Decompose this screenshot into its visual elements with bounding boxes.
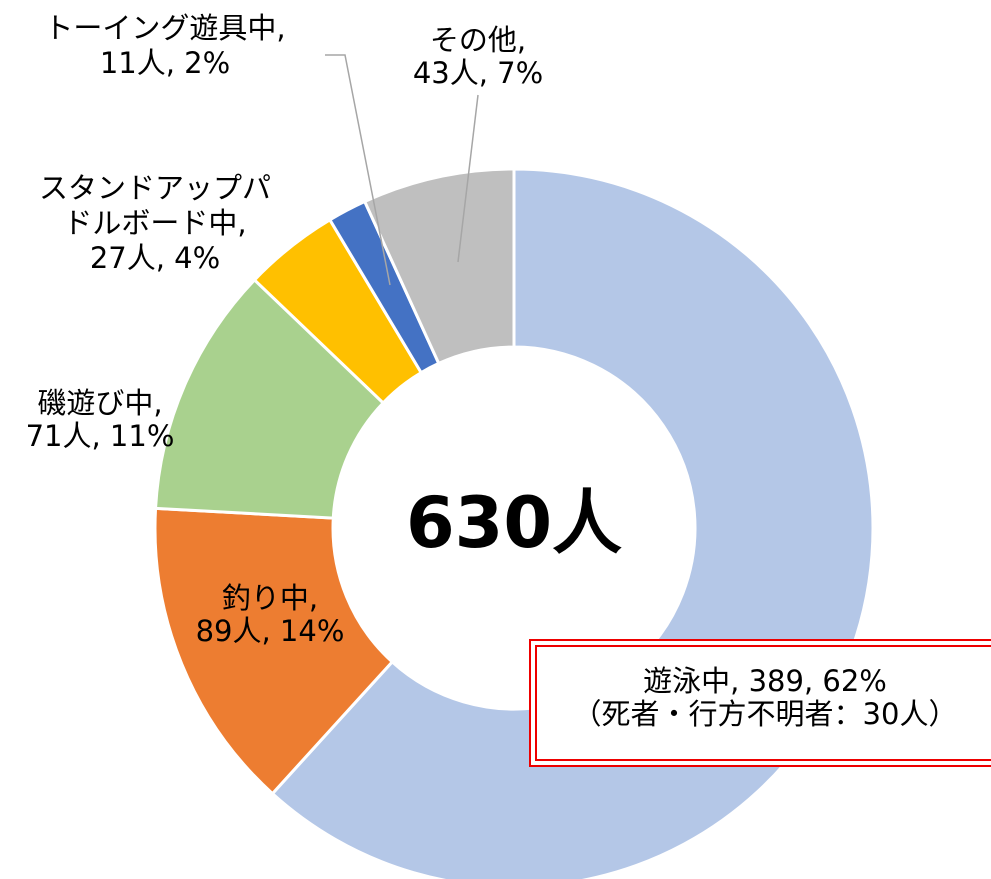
data-label: 11人, 2% [100,46,230,80]
data-label: 43人, 7% [413,56,543,90]
callout-box-outer [529,639,991,767]
data-label: 71人, 11% [26,419,175,453]
center-label: 630人 [406,482,622,564]
donut-segment [362,167,516,366]
donut-segment [153,277,386,520]
data-label: 89人, 14% [196,614,345,648]
callout-box-inner [535,645,991,761]
leader-line [325,54,391,286]
data-label: ドルボード中, [63,206,246,240]
data-label: 遊泳中, 389, 62% [643,664,887,698]
donut-segment [153,506,395,796]
data-label: （死者・行方不明者：30人） [573,697,958,731]
data-label: 磯遊び中, [37,386,162,420]
data-label: その他, [430,23,526,57]
data-label: トーイング遊具中, [44,11,285,45]
data-label: 釣り中, [222,581,318,615]
data-label: スタンドアップパ [39,171,271,205]
leader-line [457,94,479,263]
data-label: 27人, 4% [90,241,220,275]
